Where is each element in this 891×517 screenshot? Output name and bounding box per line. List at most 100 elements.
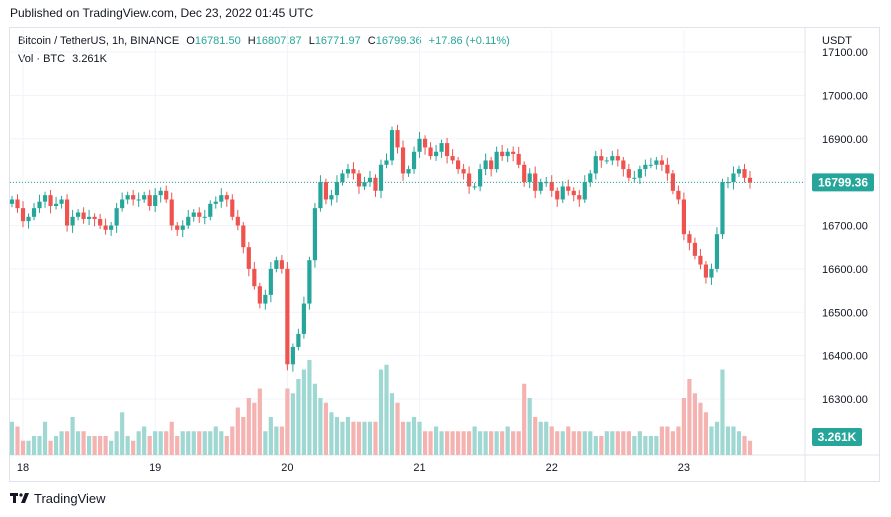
volume-bar	[483, 431, 488, 455]
candle-body	[131, 195, 136, 200]
candle-body	[433, 151, 439, 157]
candle-body	[301, 303, 306, 334]
volume-bar	[367, 421, 373, 455]
candle-body	[109, 225, 114, 230]
candle-body	[98, 218, 103, 226]
candle-body	[654, 160, 659, 165]
candle-body	[389, 130, 395, 161]
symbol-label[interactable]: Bitcoin / TetherUS, 1h, BINANCE	[18, 35, 180, 47]
candle-body	[467, 173, 472, 187]
candle-body	[120, 199, 125, 209]
ohlc-legend: Bitcoin / TetherUS, 1h, BINANCE O16781.5…	[18, 35, 510, 47]
volume-bar	[522, 383, 527, 455]
candle-body	[571, 190, 576, 196]
tradingview-logo-icon	[10, 492, 29, 503]
candle-body	[136, 199, 141, 201]
candle-body	[665, 164, 670, 174]
volume-bar	[318, 398, 323, 455]
volume-bar	[274, 426, 279, 455]
volume-bar	[533, 417, 538, 455]
volume-bar	[411, 417, 417, 455]
y-tick-label: 16400.00	[822, 351, 868, 363]
volume-bar	[389, 393, 395, 455]
volume-label[interactable]: Vol · BTC	[18, 53, 66, 65]
candle-body	[202, 216, 207, 218]
volume-bar	[665, 426, 670, 455]
volume-bar	[731, 426, 736, 455]
volume-bar	[98, 436, 103, 455]
candle-body	[698, 255, 703, 265]
volume-bar	[461, 431, 466, 455]
volume-bar	[290, 393, 295, 455]
volume-bar	[213, 426, 218, 455]
candle-body	[400, 147, 406, 174]
volume-bar	[428, 431, 433, 455]
candle-body	[274, 260, 279, 269]
candle-body	[417, 138, 422, 152]
x-tick-label: 23	[678, 462, 690, 474]
candle-body	[362, 182, 367, 187]
x-tick-label: 22	[546, 462, 558, 474]
candle-body	[637, 169, 642, 178]
candle-body	[406, 169, 411, 174]
candle-body	[263, 294, 268, 304]
candle-body	[37, 201, 42, 209]
candle-body	[566, 186, 571, 191]
candle-body	[500, 151, 505, 157]
volume-bar	[444, 431, 450, 455]
candle-body	[681, 199, 687, 235]
volume-bar	[87, 436, 92, 455]
open-value: 16781.50	[194, 35, 241, 47]
y-tick-label: 16300.00	[822, 394, 868, 406]
candle-body	[599, 156, 604, 161]
volume-bar	[433, 426, 439, 455]
currency-label[interactable]: USDT	[822, 35, 852, 47]
volume-bar	[373, 421, 378, 455]
low-label: L	[308, 35, 315, 47]
footer-brand[interactable]: TradingView	[10, 491, 106, 506]
volume-bar	[81, 431, 86, 455]
volume-bar	[263, 431, 268, 455]
candle-body	[197, 212, 202, 217]
candle-body	[164, 190, 169, 200]
candle-body	[87, 216, 92, 219]
volume-bar	[9, 421, 15, 455]
candle-body	[461, 169, 466, 174]
volume-bar	[197, 431, 202, 455]
candle-body	[252, 268, 257, 287]
volume-bar	[142, 426, 147, 455]
volume-bar	[208, 431, 213, 455]
candle-body	[318, 182, 323, 209]
volume-bar	[268, 417, 273, 455]
candle-body	[444, 143, 450, 157]
open-label: O	[186, 35, 195, 47]
volume-bar	[169, 421, 174, 455]
x-tick-label: 19	[149, 462, 161, 474]
candle-body	[224, 195, 229, 200]
candle-body	[560, 186, 565, 200]
candle-body	[367, 177, 373, 183]
volume-bar	[180, 431, 185, 455]
volume-bar	[621, 431, 626, 455]
volume-bar	[296, 379, 301, 455]
volume-bar	[400, 421, 406, 455]
volume-bar	[186, 431, 191, 455]
candle-body	[26, 216, 31, 222]
candle-body	[142, 195, 147, 200]
volume-bar	[472, 426, 477, 455]
volume-bar	[588, 431, 593, 455]
candle-body	[747, 177, 753, 183]
candle-body	[296, 333, 301, 347]
volume-bar	[153, 431, 158, 455]
candle-body	[582, 182, 587, 200]
volume-bar	[120, 412, 125, 455]
volume-bar	[64, 431, 70, 455]
x-tick-label: 21	[413, 462, 425, 474]
candle-body	[621, 160, 626, 170]
candle-body	[191, 212, 196, 217]
published-caption: Published on TradingView.com, Dec 23, 20…	[10, 6, 314, 20]
volume-bar	[687, 379, 692, 455]
candle-body	[125, 195, 130, 200]
volume-bar	[285, 388, 290, 455]
